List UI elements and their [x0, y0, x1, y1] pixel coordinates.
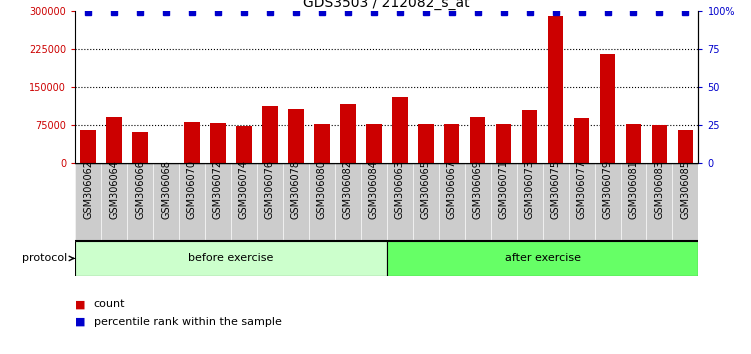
Title: GDS3503 / 212082_s_at: GDS3503 / 212082_s_at: [303, 0, 470, 10]
Bar: [600, 54, 615, 163]
Text: protocol: protocol: [22, 253, 74, 263]
Bar: [387, 241, 698, 276]
Bar: [340, 104, 356, 163]
Bar: [470, 117, 485, 163]
Bar: [547, 16, 563, 163]
Bar: [652, 125, 668, 163]
Text: ■: ■: [75, 317, 86, 327]
Bar: [496, 124, 511, 163]
Text: count: count: [94, 299, 125, 309]
Bar: [75, 241, 387, 276]
Bar: [288, 109, 303, 163]
Text: after exercise: after exercise: [505, 253, 581, 263]
Bar: [626, 124, 641, 163]
Bar: [314, 124, 330, 163]
Bar: [574, 118, 590, 163]
Bar: [418, 124, 433, 163]
Bar: [444, 124, 460, 163]
Text: before exercise: before exercise: [189, 253, 273, 263]
Bar: [107, 117, 122, 163]
Bar: [80, 130, 96, 163]
Bar: [392, 97, 408, 163]
Bar: [132, 132, 148, 163]
Text: percentile rank within the sample: percentile rank within the sample: [94, 317, 282, 327]
Bar: [184, 122, 200, 163]
Bar: [210, 123, 226, 163]
Bar: [522, 110, 538, 163]
Bar: [366, 124, 382, 163]
Bar: [236, 126, 252, 163]
Bar: [262, 106, 278, 163]
Text: ■: ■: [75, 299, 86, 309]
Bar: [677, 130, 693, 163]
